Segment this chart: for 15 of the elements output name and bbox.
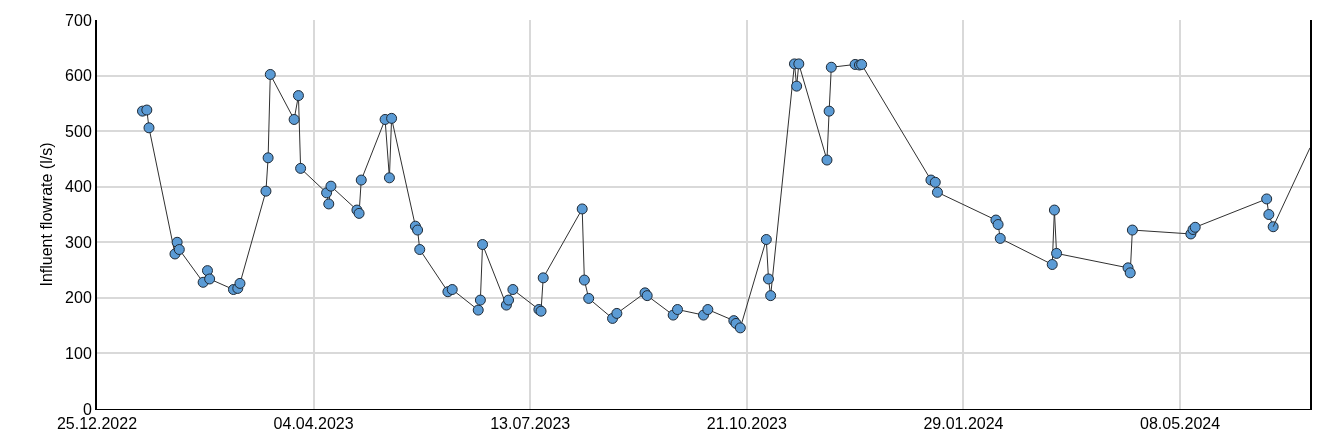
x-tick-label: 21.10.2023 — [706, 415, 787, 433]
y-tick-label: 600 — [65, 67, 92, 85]
y-tick-label: 200 — [65, 289, 92, 307]
y-tick-label: 700 — [65, 11, 92, 29]
y-axis-title: Influent flowrate (l/s) — [38, 142, 56, 287]
x-tick-label: 25.12.2022 — [56, 415, 138, 433]
x-tick-label: 08.05.2024 — [1140, 415, 1221, 433]
y-tick-label: 300 — [65, 233, 92, 251]
x-tick-label: 04.04.2023 — [273, 415, 354, 433]
y-tick-label: 0 — [82, 400, 92, 418]
x-tick-label: 13.07.2023 — [490, 415, 571, 433]
x-tick-label: 29.01.2024 — [923, 415, 1004, 433]
y-tick-label: 500 — [65, 122, 92, 140]
y-tick-label: 100 — [65, 345, 92, 363]
y-tick-label: 400 — [65, 178, 92, 196]
